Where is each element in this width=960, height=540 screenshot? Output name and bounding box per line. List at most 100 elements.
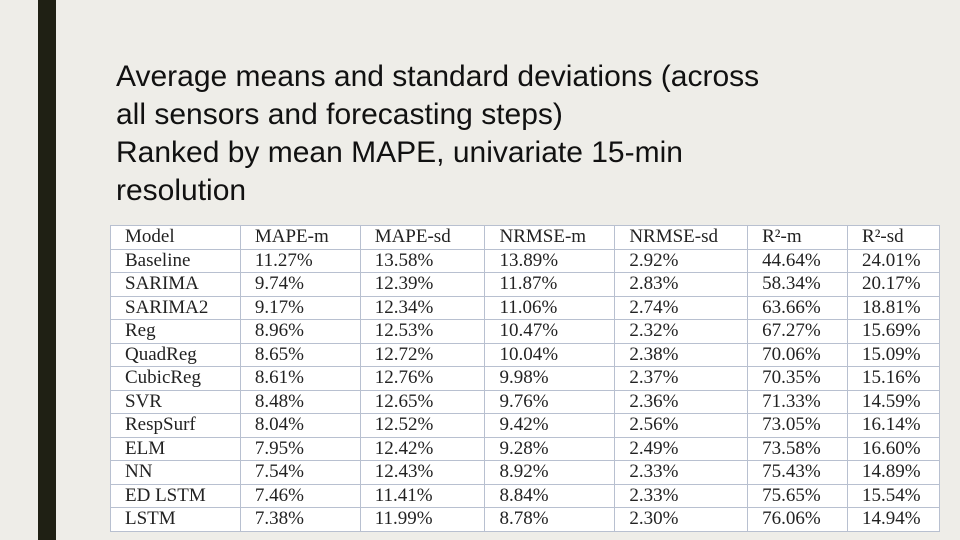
model-cell: ELM [110,436,241,461]
title-line: resolution [116,174,247,207]
model-cell: CubicReg [110,366,241,391]
value-cell: 2.74% [614,295,749,320]
value-cell: 15.54% [847,483,940,508]
model-cell: Reg [110,319,241,344]
value-cell: 15.16% [847,366,940,391]
value-cell: 2.38% [614,342,749,367]
value-cell: 11.41% [359,483,486,508]
value-cell: 15.09% [847,342,940,367]
value-cell: 15.69% [847,319,940,344]
value-cell: 2.33% [614,483,749,508]
value-cell: 10.47% [484,319,616,344]
value-cell: 18.81% [847,295,940,320]
value-cell: 13.58% [359,248,486,273]
title-line: Average means and standard deviations (a… [116,60,760,93]
value-cell: 7.95% [239,436,361,461]
value-cell: 44.64% [747,248,849,273]
header-cell: NRMSE-m [484,225,616,250]
table-row: ELM 7.95% 12.42% 9.28% 2.49% 73.58% 16.60% [110,436,940,461]
value-cell: 7.54% [239,460,361,485]
value-cell: 67.27% [747,319,849,344]
value-cell: 12.42% [359,436,486,461]
title-line: Ranked by mean MAPE, univariate 15-min [116,136,683,169]
header-cell: R²-sd [847,225,940,250]
value-cell: 8.65% [239,342,361,367]
value-cell: 8.78% [484,507,616,532]
value-cell: 7.38% [239,507,361,532]
model-cell: ED LSTM [110,483,241,508]
model-cell: RespSurf [110,413,241,438]
value-cell: 9.76% [484,389,616,414]
table-row: NN 7.54% 12.43% 8.92% 2.33% 75.43% 14.89% [110,460,940,485]
value-cell: 2.83% [614,272,749,297]
value-cell: 14.59% [847,389,940,414]
value-cell: 8.96% [239,319,361,344]
accent-bar [38,0,56,540]
value-cell: 73.58% [747,436,849,461]
value-cell: 11.27% [239,248,361,273]
value-cell: 8.92% [484,460,616,485]
value-cell: 2.30% [614,507,749,532]
value-cell: 8.61% [239,366,361,391]
value-cell: 24.01% [847,248,940,273]
value-cell: 20.17% [847,272,940,297]
value-cell: 71.33% [747,389,849,414]
value-cell: 70.35% [747,366,849,391]
value-cell: 2.36% [614,389,749,414]
value-cell: 11.87% [484,272,616,297]
value-cell: 9.28% [484,436,616,461]
value-cell: 8.04% [239,413,361,438]
value-cell: 2.49% [614,436,749,461]
table-row: SARIMA2 9.17% 12.34% 11.06% 2.74% 63.66% 18.81… [110,295,940,320]
value-cell: 63.66% [747,295,849,320]
value-cell: 8.48% [239,389,361,414]
header-cell: NRMSE-sd [614,225,749,250]
header-cell: MAPE-m [239,225,361,250]
table-row: Baseline 11.27% 13.58% 13.89% 2.92% 44.64% 24.… [110,248,940,273]
model-cell: NN [110,460,241,485]
value-cell: 12.34% [359,295,486,320]
model-cell: QuadReg [110,342,241,367]
value-cell: 11.06% [484,295,616,320]
title-line: all sensors and forecasting steps) [116,98,563,131]
table-row: LSTM 7.38% 11.99% 8.78% 2.30% 76.06% 14.94% [110,507,940,532]
value-cell: 12.76% [359,366,486,391]
value-cell: 8.84% [484,483,616,508]
value-cell: 2.32% [614,319,749,344]
value-cell: 2.37% [614,366,749,391]
value-cell: 9.74% [239,272,361,297]
value-cell: 12.65% [359,389,486,414]
model-cell: SARIMA [110,272,241,297]
table-row: SARIMA 9.74% 12.39% 11.87% 2.83% 58.34% 20.17% [110,272,940,297]
value-cell: 70.06% [747,342,849,367]
value-cell: 75.43% [747,460,849,485]
value-cell: 2.92% [614,248,749,273]
value-cell: 12.52% [359,413,486,438]
value-cell: 10.04% [484,342,616,367]
value-cell: 14.94% [847,507,940,532]
value-cell: 12.39% [359,272,486,297]
header-cell: R²-m [747,225,849,250]
model-cell: Baseline [110,248,241,273]
value-cell: 9.42% [484,413,616,438]
model-cell: LSTM [110,507,241,532]
results-table: Model MAPE-m MAPE-sd NRMSE-m NRMSE-sd R²-m R²-… [110,225,940,532]
value-cell: 12.72% [359,342,486,367]
value-cell: 2.56% [614,413,749,438]
table-row: SVR 8.48% 12.65% 9.76% 2.36% 71.33% 14.59% [110,389,940,414]
value-cell: 58.34% [747,272,849,297]
value-cell: 2.33% [614,460,749,485]
value-cell: 9.98% [484,366,616,391]
value-cell: 7.46% [239,483,361,508]
header-row: Model MAPE-m MAPE-sd NRMSE-m NRMSE-sd R²-m R²-… [110,225,940,250]
value-cell: 12.43% [359,460,486,485]
value-cell: 75.65% [747,483,849,508]
value-cell: 16.60% [847,436,940,461]
model-cell: SARIMA2 [110,295,241,320]
value-cell: 14.89% [847,460,940,485]
value-cell: 73.05% [747,413,849,438]
table-row: RespSurf 8.04% 12.52% 9.42% 2.56% 73.05% 16.14… [110,413,940,438]
slide-title: Average means and standard deviations (a… [116,58,759,210]
model-cell: SVR [110,389,241,414]
